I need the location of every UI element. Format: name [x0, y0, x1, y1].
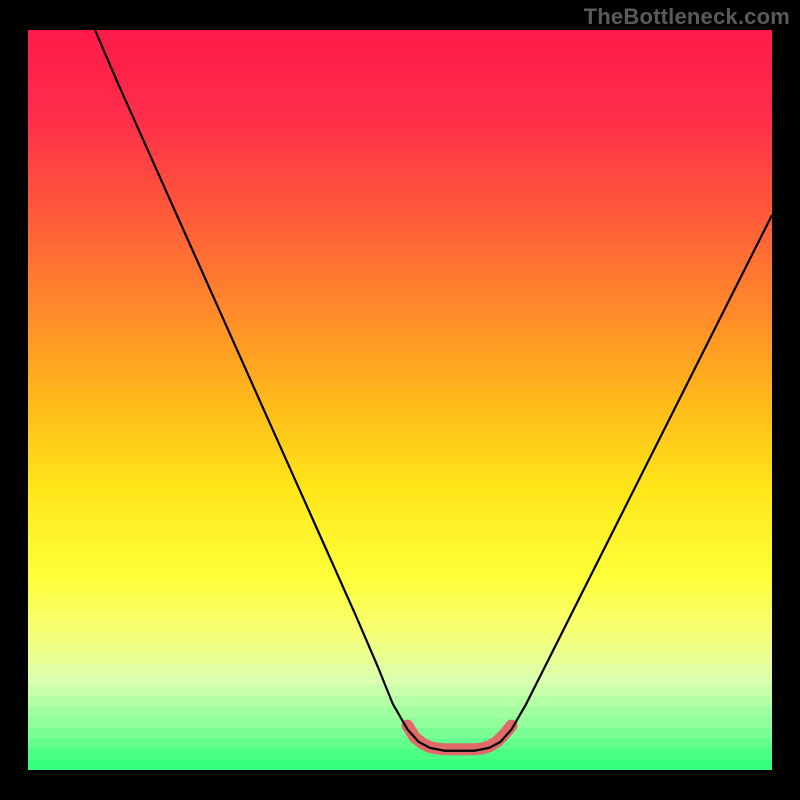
curve-layer — [28, 30, 772, 770]
watermark-text: TheBottleneck.com — [584, 4, 790, 30]
plot-area — [28, 30, 772, 770]
chart-canvas: TheBottleneck.com — [0, 0, 800, 800]
curve-v-curve — [95, 30, 772, 751]
trough-marker — [407, 726, 511, 750]
